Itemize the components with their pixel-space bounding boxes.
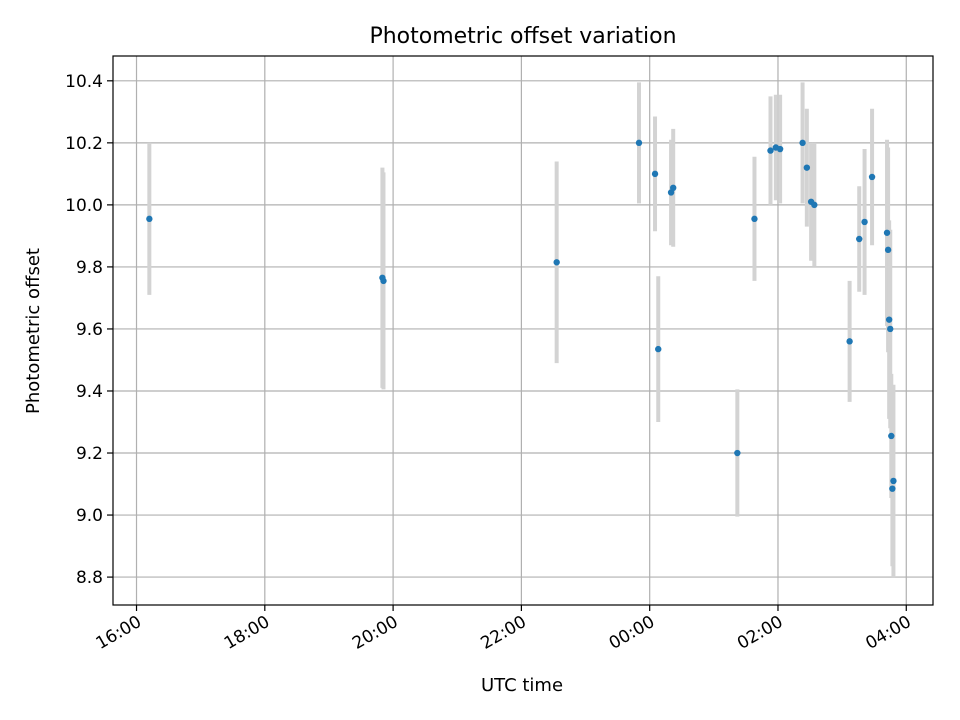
data-point (811, 201, 818, 209)
data-point (635, 139, 643, 147)
data-point (856, 235, 863, 243)
point-layer (146, 139, 897, 492)
x-axis-label: UTC time (481, 675, 563, 696)
data-point (776, 145, 784, 153)
y-tick-label: 10.2 (65, 134, 103, 154)
data-point (751, 215, 758, 223)
y-tick-label: 9.4 (76, 382, 103, 402)
y-tick-label: 9.2 (76, 444, 103, 464)
data-point (883, 229, 891, 236)
data-point (803, 164, 811, 171)
data-point (655, 345, 662, 353)
y-tick-label: 10.0 (65, 196, 103, 216)
data-point (767, 147, 774, 154)
data-point (146, 215, 153, 223)
data-point (846, 338, 853, 345)
y-axis-label: Photometric offset (23, 248, 44, 414)
data-point (889, 485, 896, 492)
data-point (890, 477, 897, 485)
y-tick-label: 10.4 (65, 72, 103, 92)
data-point (885, 316, 893, 323)
data-point (888, 432, 895, 440)
data-point (651, 170, 659, 178)
data-point (380, 277, 387, 285)
data-point (887, 325, 894, 333)
y-tick-label: 9.6 (76, 320, 103, 340)
data-point (868, 173, 876, 181)
data-point (861, 218, 868, 226)
y-tick-label: 9.8 (76, 258, 103, 278)
y-tick-label: 9.0 (76, 506, 103, 526)
data-point (734, 449, 741, 457)
y-tick-label: 8.8 (76, 568, 103, 588)
data-point (884, 246, 892, 254)
data-point (799, 139, 806, 147)
chart-title: Photometric offset variation (369, 24, 676, 49)
plot-frame (112, 55, 934, 606)
data-point (553, 259, 560, 266)
data-point (670, 184, 677, 192)
